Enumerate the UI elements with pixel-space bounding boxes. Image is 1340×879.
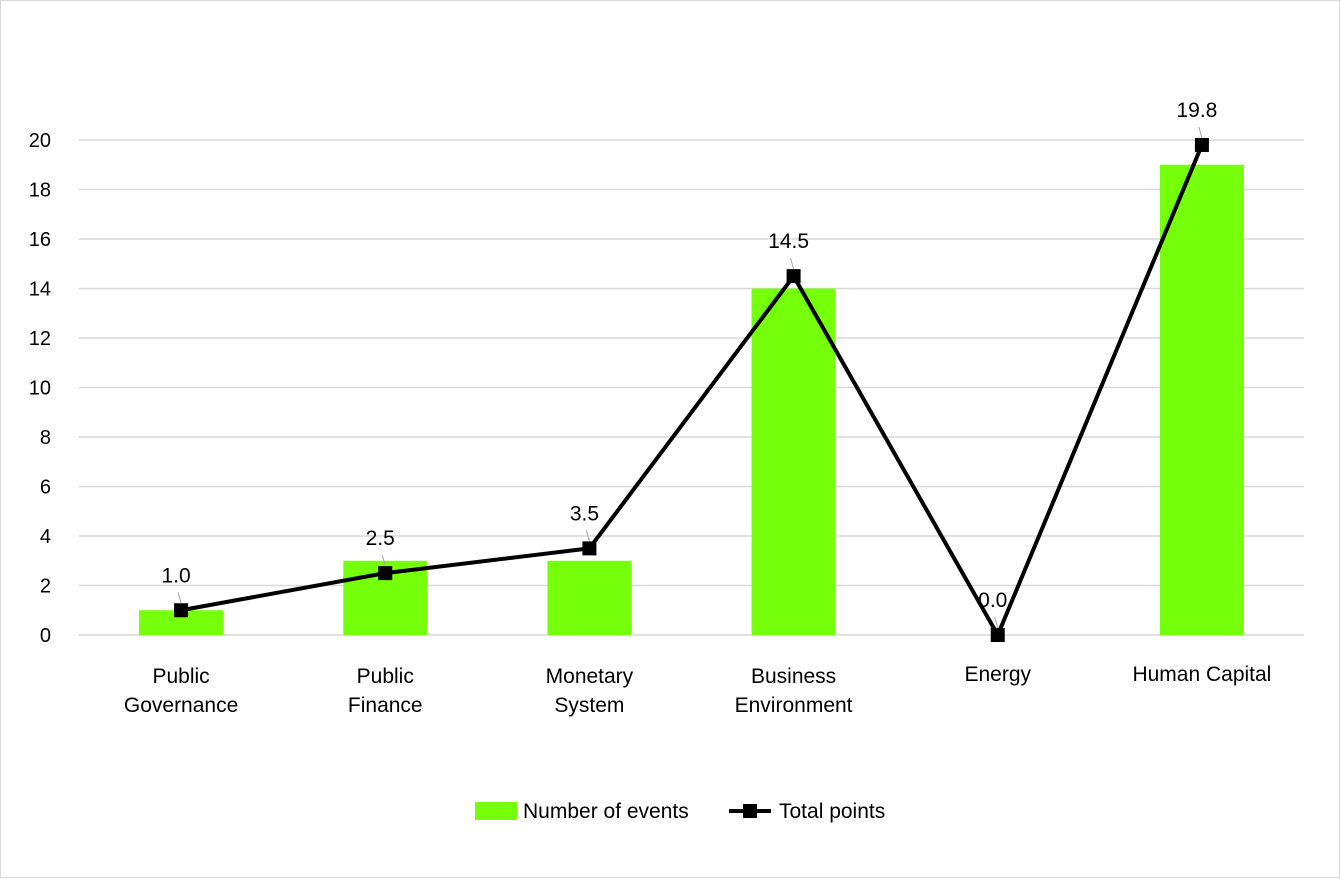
x-tick-label: Governance [124, 694, 238, 717]
leader-line [585, 530, 590, 542]
x-tick-label: Environment [735, 694, 853, 717]
leader-line [1198, 126, 1203, 139]
data-point [1194, 137, 1209, 152]
data-label: 3.5 [570, 502, 599, 525]
gridlines [79, 139, 1304, 636]
legend-swatch-marker [743, 804, 757, 818]
data-label: 14.5 [768, 230, 809, 253]
legend-swatch-bar [475, 802, 517, 820]
leader-line [790, 257, 795, 270]
x-tick-label: Business [751, 665, 836, 688]
bar-series [139, 164, 1244, 635]
y-tick-label: 2 [40, 576, 51, 598]
y-tick-label: 16 [29, 229, 51, 251]
x-tick-label: Public [357, 665, 414, 688]
data-label: 0.0 [978, 589, 1007, 612]
data-label: 2.5 [366, 527, 395, 550]
data-labels: 1.0 2.5 3.5 14.5 0.0 19.8 [161, 99, 1217, 629]
data-point [582, 541, 597, 556]
x-tick-label: System [554, 694, 624, 717]
y-axis: 0 2 4 6 8 10 12 14 16 18 20 [29, 130, 51, 647]
x-tick-label: Energy [964, 663, 1031, 686]
y-tick-label: 18 [29, 180, 51, 202]
x-tick-label: Human Capital [1132, 663, 1271, 686]
data-point [990, 628, 1005, 642]
x-axis: Public Governance Public Finance Monetary Sys… [124, 663, 1271, 717]
y-tick-label: 12 [29, 328, 51, 350]
legend-label: Total points [779, 800, 885, 823]
x-tick-label: Public [152, 665, 209, 688]
legend: Number of events Total points [475, 800, 885, 823]
y-tick-label: 4 [40, 526, 51, 548]
data-point [174, 603, 189, 618]
series-line [180, 144, 1204, 640]
bar [547, 560, 632, 635]
x-tick-label: Monetary [546, 665, 634, 688]
x-tick-label: Finance [348, 694, 423, 717]
data-point [378, 566, 393, 581]
data-point [786, 269, 801, 284]
y-tick-label: 14 [29, 279, 51, 301]
bar [751, 288, 836, 635]
bar [1159, 164, 1244, 635]
leader-line [177, 592, 182, 604]
y-tick-label: 20 [29, 130, 51, 152]
y-tick-label: 6 [40, 477, 51, 499]
y-tick-label: 0 [40, 625, 51, 647]
legend-label: Number of events [523, 800, 689, 823]
data-label: 19.8 [1176, 99, 1217, 122]
leader-line [381, 554, 386, 567]
line-series [174, 137, 1209, 642]
data-label: 1.0 [161, 564, 190, 587]
leader-line [994, 616, 999, 629]
y-tick-label: 10 [29, 378, 51, 400]
y-tick-label: 8 [40, 427, 51, 449]
